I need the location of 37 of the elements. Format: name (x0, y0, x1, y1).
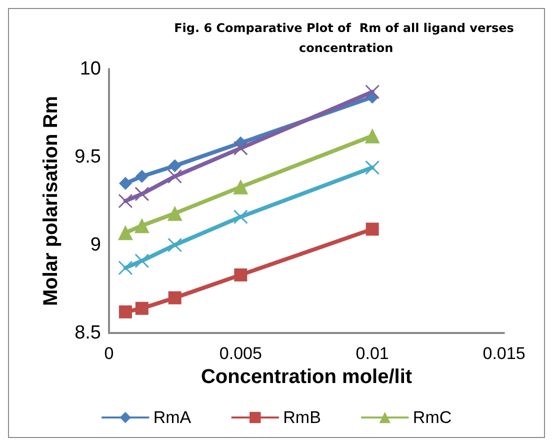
point (168, 169, 182, 184)
x-tick-label: 0.015 (482, 344, 526, 363)
y-tick-label: 9 (90, 234, 101, 256)
y-tick-label: 9.5 (74, 146, 101, 168)
point (118, 305, 132, 318)
x-tick-label: 0.005 (219, 344, 262, 363)
point (134, 186, 150, 202)
point (233, 140, 248, 156)
point (365, 160, 380, 175)
point (364, 128, 380, 144)
x-axis-title: Concentration mole/lit (200, 366, 412, 388)
point (168, 238, 182, 252)
point (168, 159, 182, 172)
point (365, 84, 380, 100)
point (118, 194, 133, 208)
point (168, 291, 182, 304)
x-tick-label: 0.01 (356, 344, 389, 363)
legend-label: RmA (153, 408, 192, 427)
point (234, 268, 248, 282)
point (167, 206, 182, 221)
point (135, 170, 148, 183)
point (233, 210, 248, 224)
point (118, 260, 133, 276)
chart-title: Fig. 6 Comparative Plot of Rm of all ligand verses concentration (174, 21, 514, 55)
point (135, 302, 148, 315)
x-tick-label: 0 (104, 344, 114, 363)
point (134, 254, 150, 268)
legend-label: RmC (412, 408, 452, 427)
y-axis-title: Molar polarisation Rm (40, 96, 62, 306)
point (118, 225, 133, 240)
point (366, 222, 379, 236)
legend-label: RmB (283, 408, 321, 427)
y-tick-label: 8.5 (74, 322, 101, 344)
point (134, 218, 150, 234)
point (233, 179, 248, 194)
y-tick-label: 10 (80, 58, 101, 80)
point (118, 176, 132, 190)
